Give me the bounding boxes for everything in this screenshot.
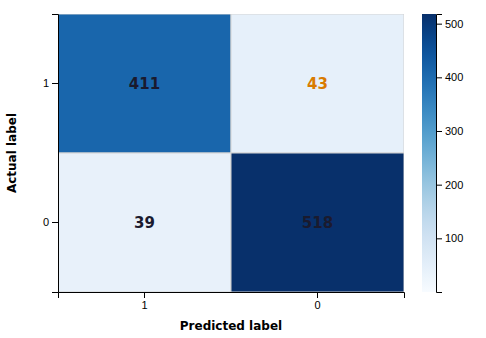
- x-axis: 10: [59, 292, 405, 311]
- value-label: 518: [302, 214, 333, 232]
- tick: 1: [43, 77, 58, 89]
- tick-label: 1: [141, 299, 147, 311]
- tick-mark: [52, 83, 58, 84]
- heatmap-cell: [231, 14, 404, 153]
- colorbar-fill: [422, 14, 436, 292]
- tick: 1: [141, 292, 147, 311]
- y-axis-title: Actual label: [5, 113, 19, 193]
- axis-line: [437, 15, 443, 293]
- heatmap-cell: [58, 153, 231, 292]
- tick: 300: [436, 125, 463, 137]
- tick: 0: [314, 292, 320, 311]
- tick-label: 500: [445, 18, 463, 30]
- cells: [58, 14, 404, 292]
- tick-label: 200: [445, 179, 463, 191]
- value-labels: 411 43 39 518: [129, 75, 333, 232]
- tick-label: 300: [445, 125, 463, 137]
- colorbar: 100 200 300 400 500: [422, 14, 463, 293]
- tick-mark: [436, 185, 442, 186]
- tick: 0: [43, 216, 58, 228]
- value-label: 43: [307, 75, 328, 93]
- chart-svg: 41143395181010100200300400500Predicted l…: [0, 0, 486, 338]
- chart-container: 41143395181010100200300400500Predicted l…: [0, 0, 486, 338]
- heatmap-cell: [58, 14, 231, 153]
- plot: 41143395181010100200300400500: [43, 14, 463, 311]
- tick-label: 1: [43, 77, 49, 89]
- tick: 200: [436, 179, 463, 191]
- tick-mark: [436, 238, 442, 239]
- tick: 500: [436, 18, 463, 30]
- heatmap-cell: [231, 153, 404, 292]
- tick-mark: [52, 222, 58, 223]
- tick-mark: [436, 131, 442, 132]
- colorbar-axis: 100 200 300 400 500: [436, 15, 463, 293]
- tick: 100: [436, 232, 463, 244]
- tick-label: 0: [43, 216, 49, 228]
- tick-mark: [317, 292, 318, 298]
- value-label: 411: [129, 75, 160, 93]
- tick-label: 100: [445, 232, 463, 244]
- tick: 400: [436, 71, 463, 83]
- axis-line: [52, 15, 59, 293]
- value-label: 39: [134, 214, 155, 232]
- tick-label: 0: [314, 299, 320, 311]
- tick-mark: [436, 77, 442, 78]
- y-axis: 10: [43, 15, 59, 293]
- tick-label: 400: [445, 71, 463, 83]
- tick-mark: [436, 24, 442, 25]
- tick-mark: [144, 292, 145, 298]
- axis-line: [59, 293, 405, 299]
- x-axis-title: Predicted label: [180, 319, 282, 333]
